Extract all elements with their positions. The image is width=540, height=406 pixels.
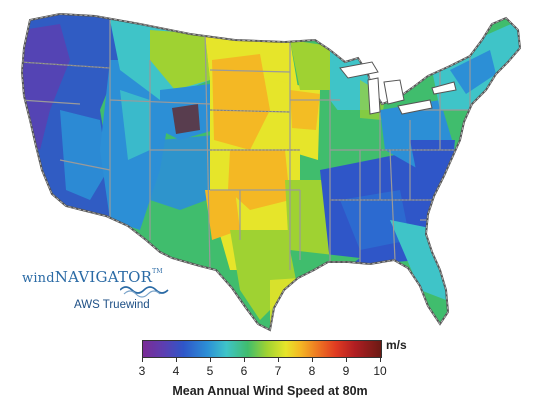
legend-title: Mean Annual Wind Speed at 80m xyxy=(172,384,368,398)
brand-name: windNAVIGATORTM xyxy=(22,268,163,286)
legend-tick-mark xyxy=(380,357,381,362)
legend-tick-label: 8 xyxy=(308,364,316,378)
brand-name-right: NAVIGATOR xyxy=(54,268,153,286)
legend: m/s 3 4 5 6 7 8 9 10 Mean Annual Wind Speed at … xyxy=(139,334,540,406)
legend-tick-mark xyxy=(312,357,313,362)
legend-tick-label: 10 xyxy=(373,364,387,378)
legend-tick-mark xyxy=(176,357,177,362)
us-map-graphic xyxy=(21,13,521,331)
trademark: TM xyxy=(152,268,163,275)
legend-tick-mark xyxy=(346,357,347,362)
legend-tick-mark xyxy=(244,357,245,362)
legend-tick-label: 5 xyxy=(206,364,214,378)
color-scale-bar xyxy=(142,340,382,358)
wind-navigator-logo: windNAVIGATORTM AWS Truewind xyxy=(22,268,182,328)
company-name: AWS Truewind xyxy=(74,299,150,311)
legend-tick-label: 9 xyxy=(342,364,350,378)
wind-speed-map xyxy=(21,13,521,331)
legend-tick-mark xyxy=(210,357,211,362)
legend-tick-mark xyxy=(142,357,143,362)
legend-tick-label: 7 xyxy=(274,364,282,378)
legend-tick-label: 6 xyxy=(240,364,248,378)
legend-tick-label: 3 xyxy=(138,364,146,378)
brand-name-left: wind xyxy=(22,271,55,286)
legend-tick-label: 4 xyxy=(172,364,180,378)
great-lakes xyxy=(339,61,457,115)
state-borders xyxy=(22,20,471,271)
wind-color-regions xyxy=(22,14,520,330)
legend-units: m/s xyxy=(386,338,407,352)
legend-tick-mark xyxy=(278,357,279,362)
wave-logo-icon xyxy=(120,286,169,298)
